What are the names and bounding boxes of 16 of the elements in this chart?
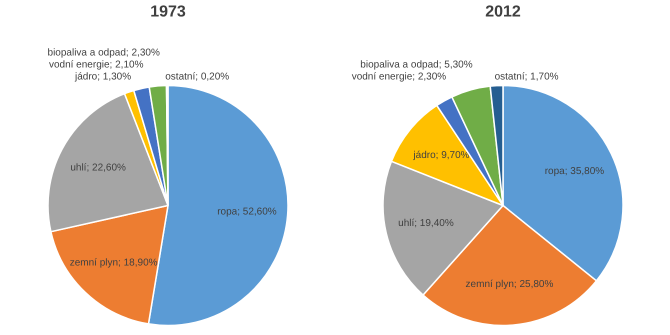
chart-title: 2012 xyxy=(485,4,521,20)
slice-label: jádro; 9,70% xyxy=(412,150,470,162)
slice-label: ropa; 35,80% xyxy=(544,166,604,177)
slice-label: jádro; 1,30% xyxy=(74,72,132,82)
slice-label: biopaliva a odpad; 2,30% xyxy=(48,48,160,58)
slice-label: ostatní; 1,70% xyxy=(494,72,559,82)
slice-label: zemní plyn; 25,80% xyxy=(466,278,554,290)
slice-label: biopaliva a odpad; 5,30% xyxy=(360,60,473,70)
slice-label: ostatní; 0,20% xyxy=(165,72,230,82)
slice-label: uhlí; 22,60% xyxy=(70,162,126,174)
slice-label: vodní energie; 2,10% xyxy=(48,60,144,70)
slice-label: uhlí; 19,40% xyxy=(398,218,454,230)
slice-label: ropa; 52,60% xyxy=(217,206,277,218)
chart-title: 1973 xyxy=(150,4,186,20)
slice-label: vodní energie; 2,30% xyxy=(352,72,446,82)
slice-label: zemní plyn; 18,90% xyxy=(70,258,158,269)
